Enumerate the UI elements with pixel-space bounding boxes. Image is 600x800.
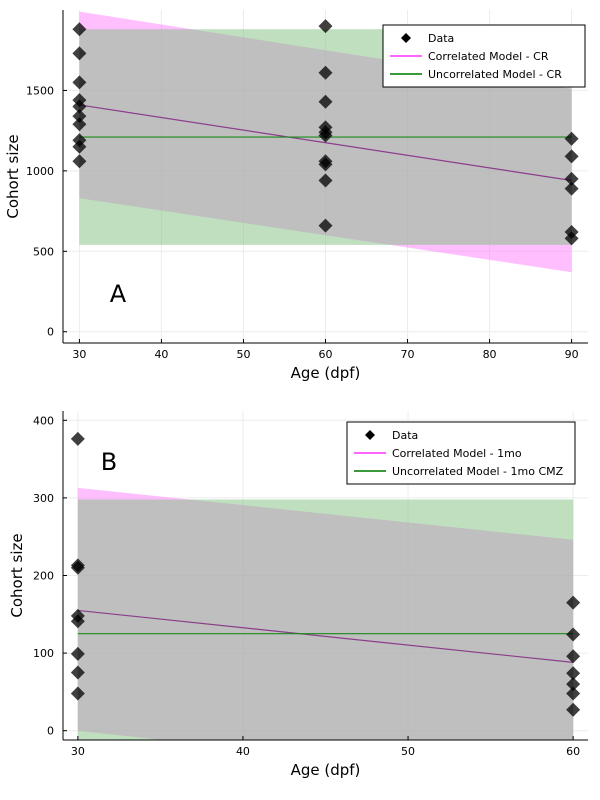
- data-point: [566, 702, 581, 717]
- data-point: [70, 560, 85, 575]
- x-tick-label: 40: [236, 745, 250, 758]
- data-point: [566, 677, 581, 692]
- data-point: [566, 666, 581, 681]
- x-tick-label: 30: [71, 745, 85, 758]
- x-tick-label: 70: [401, 348, 415, 361]
- data-point: [564, 149, 579, 164]
- panel-label: B: [101, 448, 117, 476]
- legend-label: Data: [392, 429, 418, 442]
- data-point: [70, 431, 85, 446]
- x-tick-label: 60: [566, 745, 580, 758]
- data-point: [566, 595, 581, 610]
- legend-label: Data: [428, 32, 454, 45]
- y-tick-label: 0: [47, 326, 54, 339]
- data-point: [318, 218, 333, 233]
- x-tick-label: 60: [319, 348, 333, 361]
- data-point: [566, 686, 581, 701]
- y-axis-title: Cohort size: [4, 134, 22, 218]
- y-tick-label: 200: [33, 570, 54, 583]
- panel-label: A: [110, 280, 127, 308]
- data-point: [70, 614, 85, 629]
- y-tick-label: 500: [33, 245, 54, 258]
- legend-label: Correlated Model - CR: [428, 50, 549, 63]
- data-point: [72, 99, 87, 114]
- legend-marker-data: [365, 430, 375, 440]
- chart-panel-B: 30 40 50 60 0 100 200 300 400 Age (dpf) Cohort siz…: [8, 411, 588, 779]
- y-tick-label: 1000: [26, 165, 54, 178]
- x-tick-label: 90: [565, 348, 579, 361]
- data-point: [564, 231, 579, 246]
- data-point: [72, 109, 87, 124]
- data-point: [70, 686, 85, 701]
- y-tick-label: 1500: [26, 84, 54, 97]
- legend: Data Correlated Model - CR Uncorrelated Mo…: [382, 24, 586, 88]
- data-point: [72, 22, 87, 37]
- chart-panel-A: 30 40 50 60 70 80 90 0 500 1000 1500 Age (dpf) Cohor…: [4, 10, 588, 382]
- plot-area: [70, 431, 581, 740]
- data-point: [72, 117, 87, 132]
- x-axis-title: Age (dpf): [291, 761, 361, 779]
- data-point: [72, 75, 87, 90]
- y-tick-label: 300: [33, 492, 54, 505]
- data-point: [72, 139, 87, 154]
- data-point: [318, 94, 333, 109]
- data-point: [70, 646, 85, 661]
- x-tick-label: 80: [483, 348, 497, 361]
- x-tick-label: 50: [236, 348, 250, 361]
- legend-label: Uncorrelated Model - CR: [428, 68, 562, 81]
- data-point: [72, 154, 87, 169]
- data-point: [318, 65, 333, 80]
- model-band: [77, 499, 574, 740]
- y-tick-label: 100: [33, 647, 54, 660]
- data-point: [318, 19, 333, 34]
- data-point: [318, 128, 333, 143]
- model-mean-line: [79, 104, 572, 182]
- x-tick-label: 50: [401, 745, 415, 758]
- x-tick-label: 40: [154, 348, 168, 361]
- model-mean-line: [77, 609, 574, 664]
- data-point: [564, 181, 579, 196]
- data-point: [564, 131, 579, 146]
- legend-label: Correlated Model - 1mo: [392, 447, 522, 460]
- y-axis-title: Cohort size: [8, 533, 26, 617]
- legend-label: Uncorrelated Model - 1mo CMZ: [392, 465, 564, 478]
- legend-marker-data: [401, 33, 411, 43]
- x-axis-title: Age (dpf): [291, 364, 361, 382]
- data-point: [72, 46, 87, 61]
- y-tick-label: 0: [47, 725, 54, 738]
- legend: Data Correlated Model - 1mo Uncorrelated M…: [346, 421, 576, 485]
- data-point: [318, 173, 333, 188]
- data-point: [318, 157, 333, 172]
- y-tick-label: 400: [33, 414, 54, 427]
- x-tick-label: 30: [72, 348, 86, 361]
- data-point: [566, 627, 581, 642]
- data-point: [70, 665, 85, 680]
- data-point: [564, 171, 579, 186]
- data-point: [566, 649, 581, 664]
